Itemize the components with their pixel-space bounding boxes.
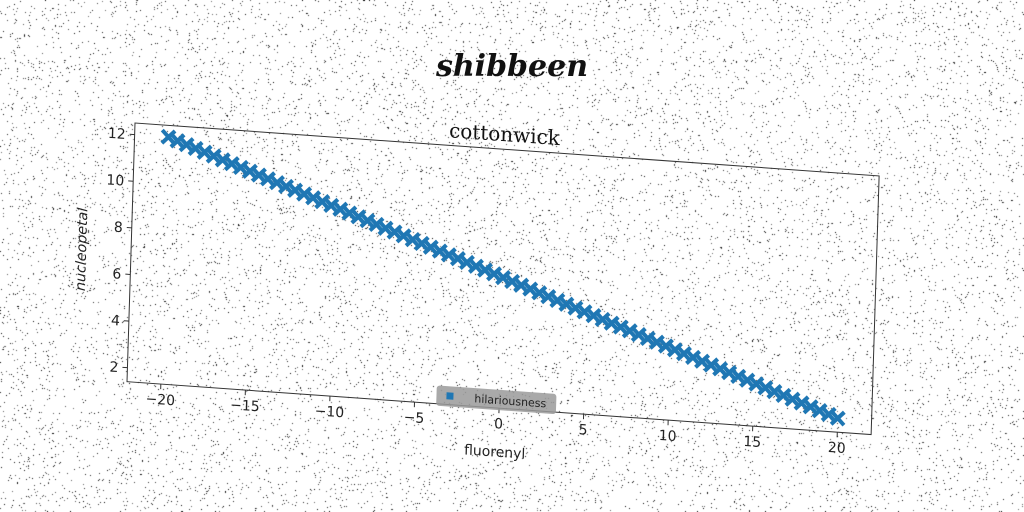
x-axis: −20 −15 −10 −5 0 5 10 15 20 xyxy=(145,384,846,457)
y-tick-label: 2 xyxy=(109,359,118,376)
chart-title: cottonwick xyxy=(449,118,561,150)
x-tick-label: −20 xyxy=(145,391,175,409)
x-tick-label: −15 xyxy=(230,397,260,415)
x-tick-label: 0 xyxy=(494,416,503,433)
y-tick-label: 12 xyxy=(108,126,126,143)
x-tick-label: −5 xyxy=(403,410,424,428)
series-hilariousness xyxy=(160,128,846,427)
chart-suptitle: shibbeen xyxy=(435,49,588,84)
legend-label: hilariousness xyxy=(474,392,546,410)
y-tick-label: 8 xyxy=(114,220,123,237)
y-tick-label: 4 xyxy=(111,313,120,330)
x-tick-label: 10 xyxy=(659,428,677,445)
y-axis-label: nucleopetal xyxy=(73,207,91,291)
y-axis: 2 4 6 8 10 12 xyxy=(106,126,135,376)
y-tick-label: 6 xyxy=(112,266,121,283)
y-tick-label: 10 xyxy=(106,172,124,189)
legend: hilariousness xyxy=(436,385,557,414)
plot-area: cottonwick −20 −15 −10 −5 0 5 10 15 20 24681012 … xyxy=(73,118,880,463)
x-axis-label: fluorenyl xyxy=(464,442,526,462)
data-point xyxy=(829,409,846,427)
x-tick-label: 5 xyxy=(578,422,587,439)
x-tick-label: 15 xyxy=(743,434,761,451)
x-tick-label: −10 xyxy=(314,403,344,421)
x-tick-label: 20 xyxy=(828,440,846,457)
legend-marker xyxy=(446,392,454,400)
legend-box xyxy=(436,385,557,414)
